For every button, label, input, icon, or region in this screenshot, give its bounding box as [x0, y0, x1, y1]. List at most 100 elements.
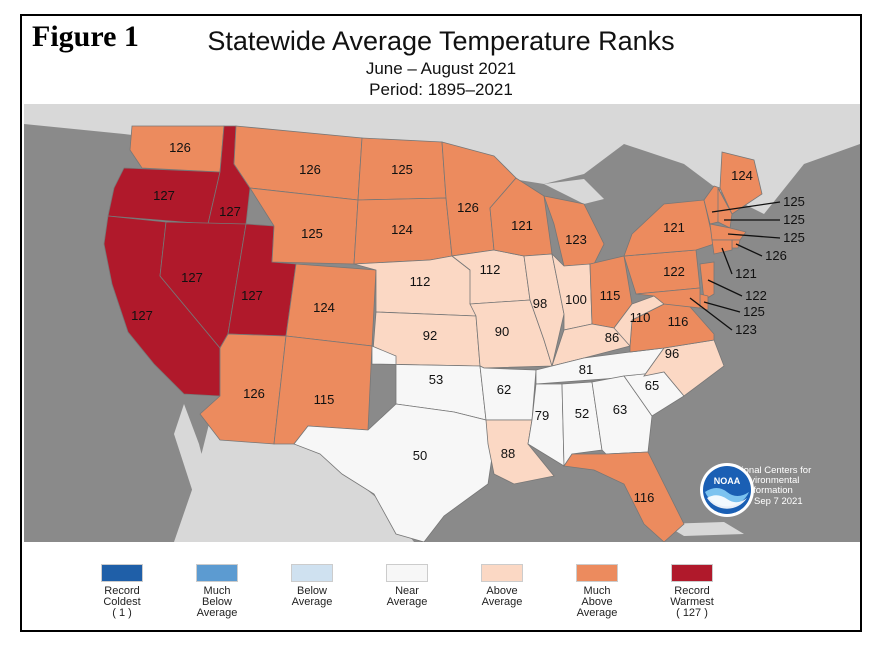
state-ma — [709, 223, 747, 241]
state-fl — [563, 451, 685, 542]
rank-label-az: 126 — [243, 386, 265, 401]
state-me — [719, 151, 763, 215]
rank-label-id: 127 — [219, 204, 241, 219]
rank-label-pa: 122 — [663, 264, 685, 279]
leader-line-ma — [727, 233, 781, 239]
legend-swatch — [576, 564, 618, 582]
leader-line-ct — [721, 247, 733, 275]
noaa-date: Tue Sep 7 2021 — [735, 496, 803, 507]
rank-label-ne: 112 — [410, 274, 431, 289]
leader-line-ri — [735, 243, 763, 257]
figure-label: Figure 1 — [32, 20, 139, 53]
rank-label-co: 124 — [313, 300, 335, 315]
rank-label-vt: 125 — [783, 194, 805, 209]
legend-label: Above Average — [481, 585, 523, 608]
leader-line-de — [703, 301, 741, 313]
rank-label-ok: 53 — [429, 372, 443, 387]
rank-label-ky: 86 — [605, 330, 619, 345]
rank-label-de: 125 — [743, 304, 765, 319]
state-pa — [623, 249, 701, 295]
legend-swatch — [386, 564, 428, 582]
us-map-svg: 126 127 127 127 127 127 126 125 124 126 115 125 124 1… — [24, 104, 860, 542]
legend-label: Much Above Average — [576, 585, 618, 619]
legend-label: Below Average — [291, 585, 333, 608]
legend-item: Record Warmest ( 127 ) — [647, 564, 737, 619]
baja-landmass — [174, 404, 224, 542]
rank-label-nj: 122 — [745, 288, 767, 303]
state-wy — [249, 187, 359, 265]
legend-item: Record Coldest ( 1 ) — [77, 564, 167, 619]
rank-label-wi: 121 — [511, 218, 533, 233]
legend-item: Below Average — [267, 564, 357, 608]
rank-label-ar: 62 — [497, 382, 511, 397]
state-al — [561, 381, 603, 468]
rank-label-nd: 125 — [391, 162, 413, 177]
rank-label-ks: 92 — [423, 328, 437, 343]
rank-label-ri: 126 — [765, 248, 787, 263]
legend-label: Much Below Average — [196, 585, 238, 619]
rank-label-wy: 125 — [301, 226, 323, 241]
noaa-logo-icon: NOAA — [700, 463, 754, 517]
rank-label-il: 98 — [533, 296, 547, 311]
state-or — [107, 167, 221, 225]
rank-label-la: 88 — [501, 446, 515, 461]
leader-line-nj — [707, 279, 743, 297]
leader-line-md — [689, 297, 733, 331]
us-map: 126 127 127 127 127 127 126 125 124 126 115 125 124 1… — [24, 104, 860, 542]
rank-label-fl: 116 — [634, 490, 655, 505]
rank-label-ca: 127 — [131, 308, 153, 323]
state-ct — [711, 239, 733, 255]
rank-label-in: 100 — [565, 292, 587, 307]
rank-label-mi: 123 — [565, 232, 587, 247]
great-lakes-land — [544, 179, 604, 204]
leader-line-vt — [711, 201, 781, 213]
rank-label-mo: 90 — [495, 324, 509, 339]
rank-label-al: 52 — [575, 406, 589, 421]
state-ar — [479, 365, 537, 421]
legend-swatch — [196, 564, 238, 582]
rank-label-md: 123 — [735, 322, 757, 337]
rank-label-wa: 126 — [169, 140, 191, 155]
rank-label-sd: 124 — [391, 222, 413, 237]
rank-label-ms: 79 — [535, 408, 549, 423]
rank-label-ut: 127 — [241, 288, 263, 303]
rank-label-or: 127 — [153, 188, 175, 203]
state-md — [635, 287, 701, 309]
legend-swatch — [671, 564, 713, 582]
map-title: Statewide Average Temperature Ranks — [207, 26, 675, 56]
legend-label: Record Coldest ( 1 ) — [103, 585, 141, 619]
rank-label-me: 124 — [731, 168, 753, 183]
rank-label-ma: 125 — [783, 230, 805, 245]
rank-label-nc: 96 — [665, 346, 679, 361]
cuba-landmass — [664, 522, 744, 536]
rank-label-tx: 50 — [413, 448, 427, 463]
rank-label-ga: 63 — [613, 402, 627, 417]
legend-swatch — [101, 564, 143, 582]
rank-label-nv: 127 — [181, 270, 203, 285]
rank-label-ny: 121 — [663, 220, 685, 235]
rank-label-sc: 65 — [645, 378, 659, 393]
legend-label: Near Average — [386, 585, 428, 608]
state-az — [199, 333, 287, 445]
legend-label: Record Warmest ( 127 ) — [670, 585, 714, 619]
rank-label-oh: 115 — [600, 288, 621, 303]
legend-swatch — [481, 564, 523, 582]
legend-item: Much Below Average — [172, 564, 262, 619]
map-subtitle: June – August 2021 — [365, 59, 517, 78]
legend-item: Above Average — [457, 564, 547, 608]
state-tx — [293, 403, 495, 542]
state-nj — [699, 261, 715, 301]
rank-label-ct: 121 — [735, 266, 757, 281]
rank-label-ia: 112 — [480, 262, 501, 277]
figure-frame: Figure 1 Statewide Average Temperature R… — [20, 14, 862, 632]
rank-label-nh: 125 — [783, 212, 805, 227]
legend-item: Near Average — [362, 564, 452, 608]
rank-label-tn: 81 — [579, 362, 593, 377]
rank-label-wv: 110 — [630, 310, 651, 325]
legend-swatch — [291, 564, 333, 582]
rank-label-va: 116 — [668, 314, 689, 329]
map-period: Period: 1895–2021 — [369, 80, 513, 99]
noaa-block: NOAA National Centers for Environmental … — [699, 462, 839, 517]
rank-label-mt: 126 — [299, 162, 321, 177]
rank-label-mn: 126 — [457, 200, 479, 215]
